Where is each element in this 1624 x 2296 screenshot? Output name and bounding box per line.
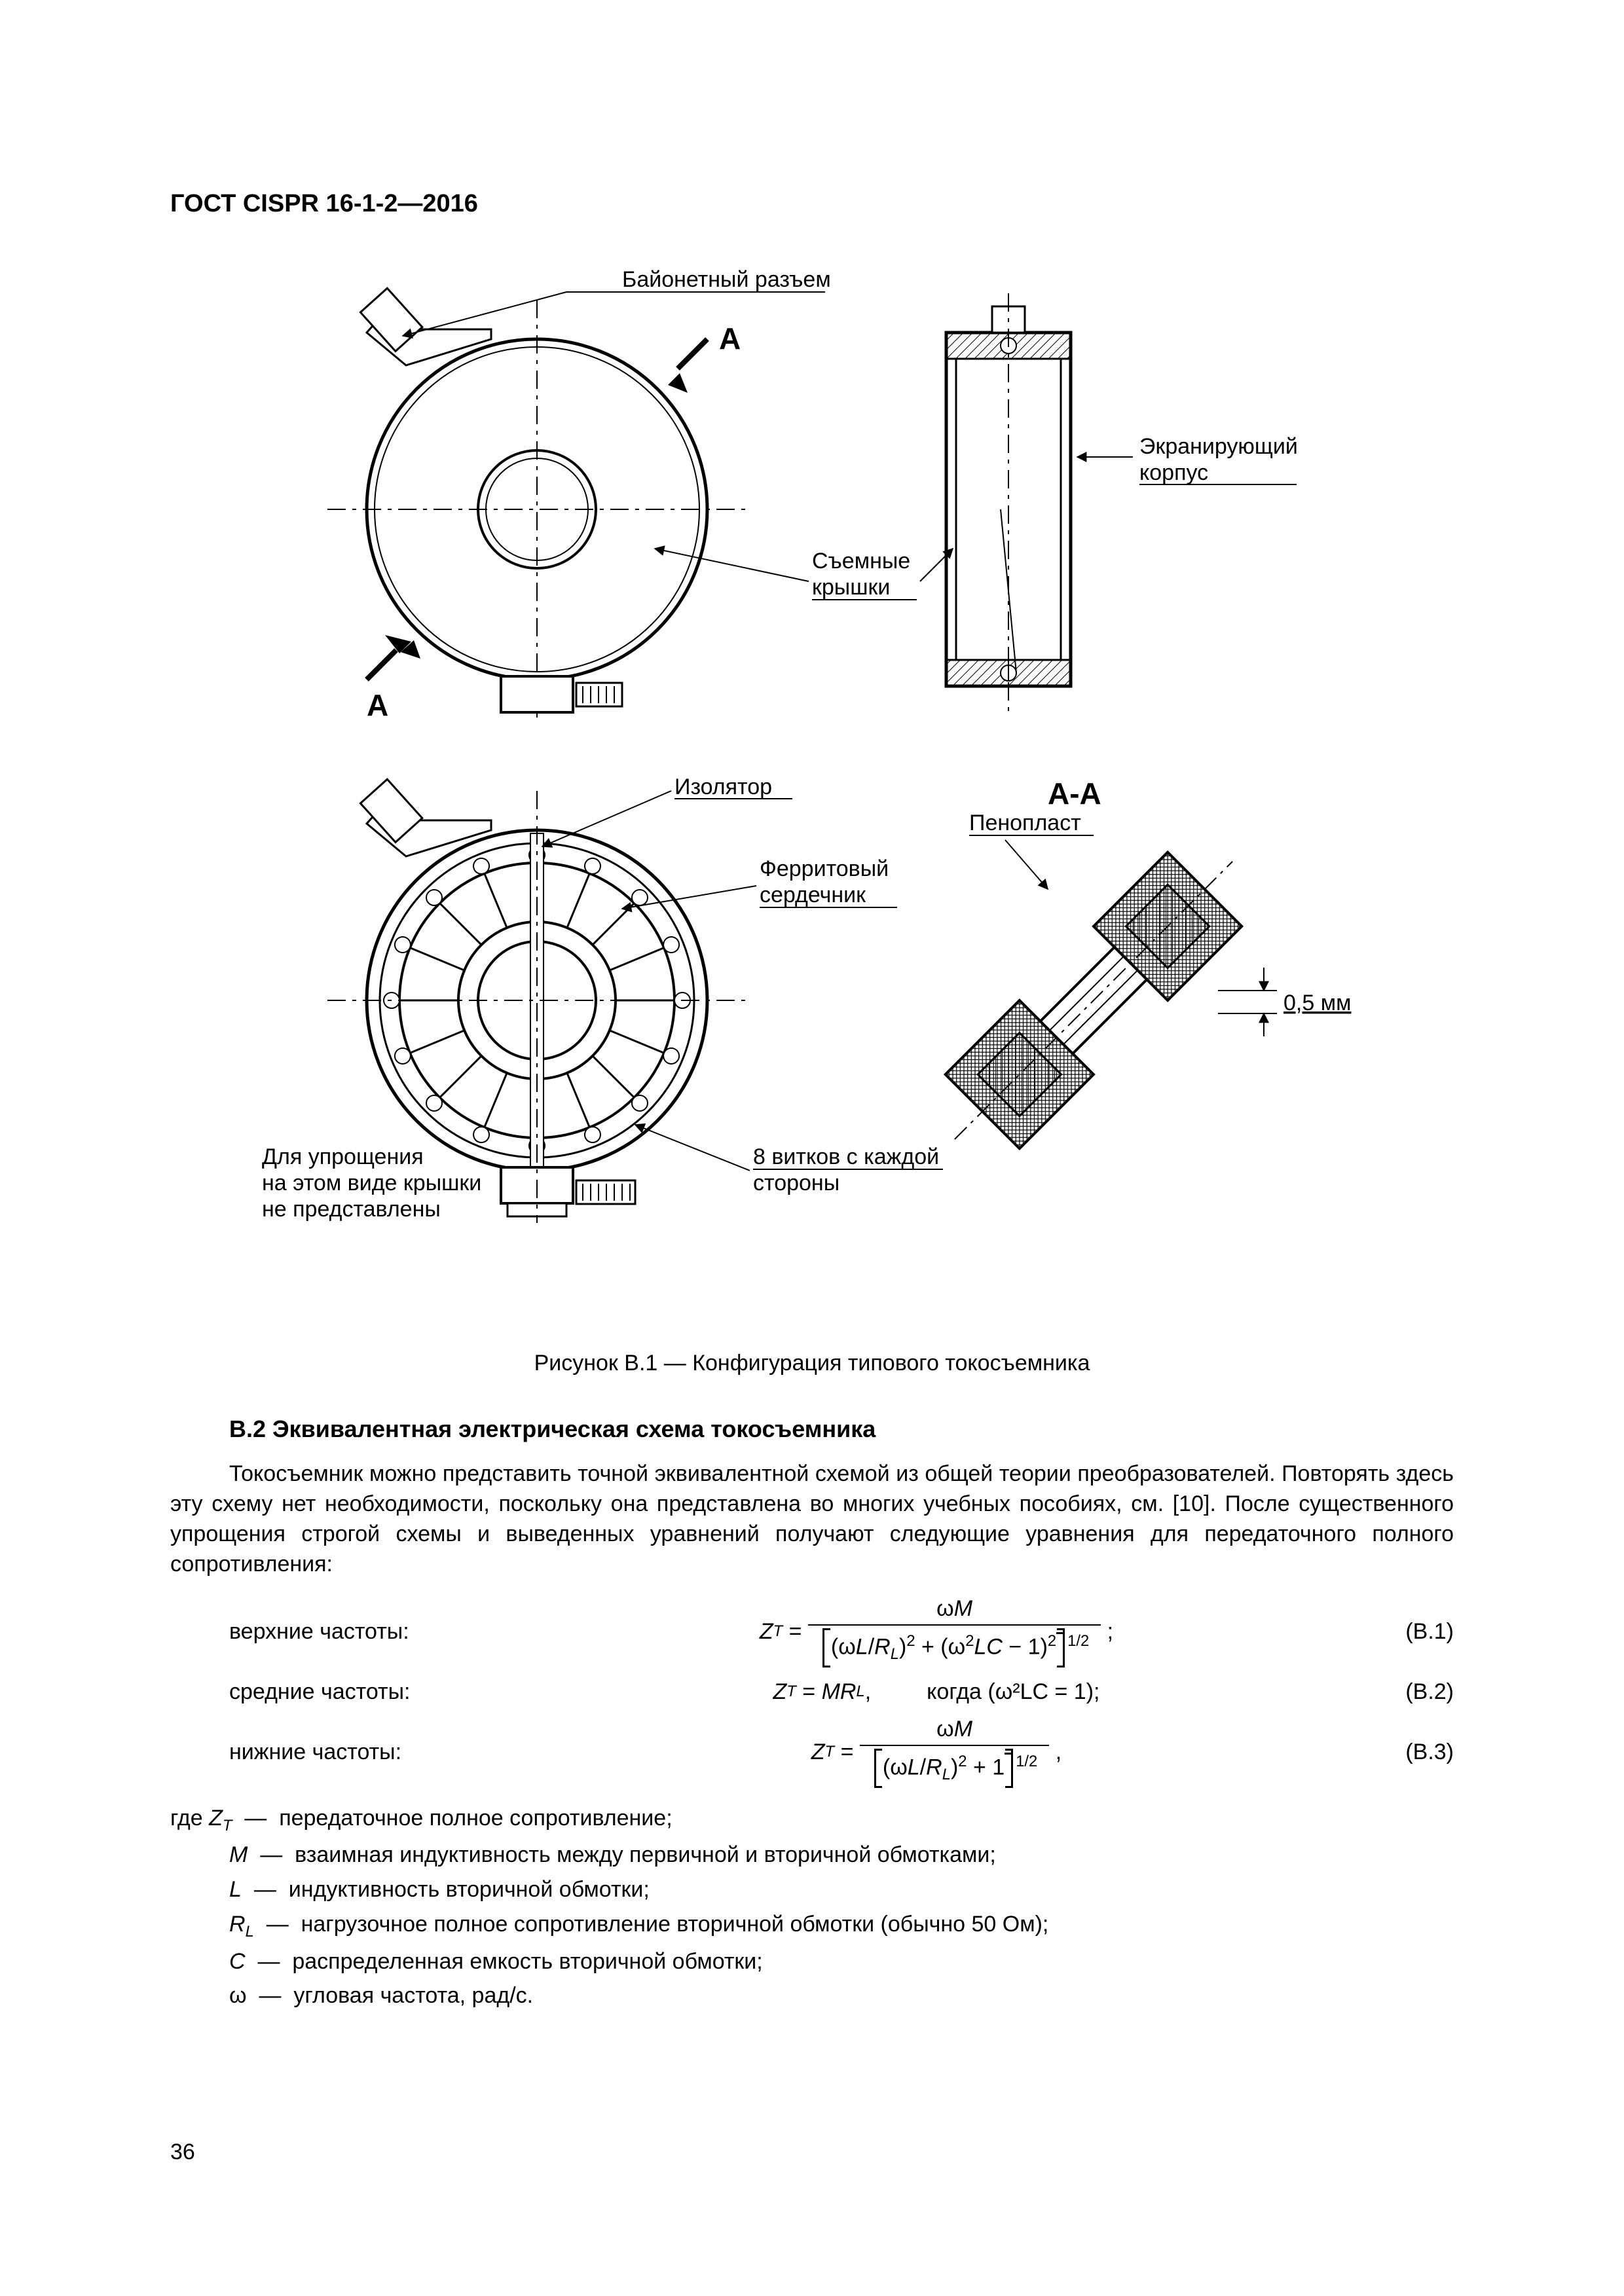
eq1-num: (В.1) [1362, 1619, 1454, 1645]
label-05mm: 0,5 мм [1283, 991, 1351, 1015]
eq2-label: средние частоты: [170, 1679, 511, 1705]
eq3-label: нижние частоты: [170, 1740, 511, 1765]
eq3-num: (В.3) [1362, 1740, 1454, 1765]
eq2-num: (В.2) [1362, 1679, 1454, 1705]
where-block: где ZT — передаточное полное сопротивлен… [170, 1801, 1454, 2013]
svg-text:A: A [367, 688, 388, 722]
equation-b3: нижние частоты: ZT = ωM (ωL/RL)2 + 1 1/2… [170, 1717, 1454, 1788]
doc-header: ГОСТ CISPR 16-1-2—2016 [170, 190, 1454, 218]
para-1: Токосъемник можно представить точной экв… [170, 1459, 1454, 1580]
equation-b2: средние частоты: ZT = MRL, когда (ω²LC =… [170, 1679, 1454, 1705]
eq1-label: верхние частоты: [170, 1619, 511, 1645]
label-ferrite1: Ферритовый [760, 856, 889, 881]
section-b2-title: В.2 Эквивалентная электрическая схема то… [170, 1415, 1454, 1443]
label-simpl3: не представлены [262, 1197, 441, 1222]
label-turns2: стороны [753, 1171, 840, 1195]
label-covers1: Съемные [812, 549, 910, 574]
label-bayonet: Байонетный разъем [622, 267, 831, 292]
label-covers2: крышки [812, 575, 890, 600]
eq2-cond: когда (ω²LC = 1); [927, 1679, 1099, 1705]
svg-text:A: A [719, 321, 741, 355]
label-foam: Пенопласт [969, 811, 1081, 835]
label-shield2: корпус [1139, 460, 1208, 485]
page-number: 36 [170, 2140, 195, 2165]
equation-b1: верхние частоты: ZT = ωM (ωL/RL)2 + (ω2L… [170, 1596, 1454, 1667]
label-shield1: Экранирующий [1139, 434, 1298, 459]
label-simpl1: Для упрощения [262, 1144, 424, 1169]
figure-b1: A A Байонетный разъем Экранирующий корпу… [170, 251, 1454, 1331]
label-turns1: 8 витков с каждой [753, 1144, 939, 1169]
label-insulator: Изолятор [674, 774, 772, 799]
label-ferrite2: сердечник [760, 883, 866, 907]
label-section-aa: А-А [1048, 776, 1101, 811]
label-simpl2: на этом виде крышки [262, 1171, 481, 1195]
figure-caption: Рисунок В.1 — Конфигурация типового токо… [170, 1351, 1454, 1376]
tech-drawing-svg: A A Байонетный разъем Экранирующий корпу… [255, 261, 1369, 1321]
